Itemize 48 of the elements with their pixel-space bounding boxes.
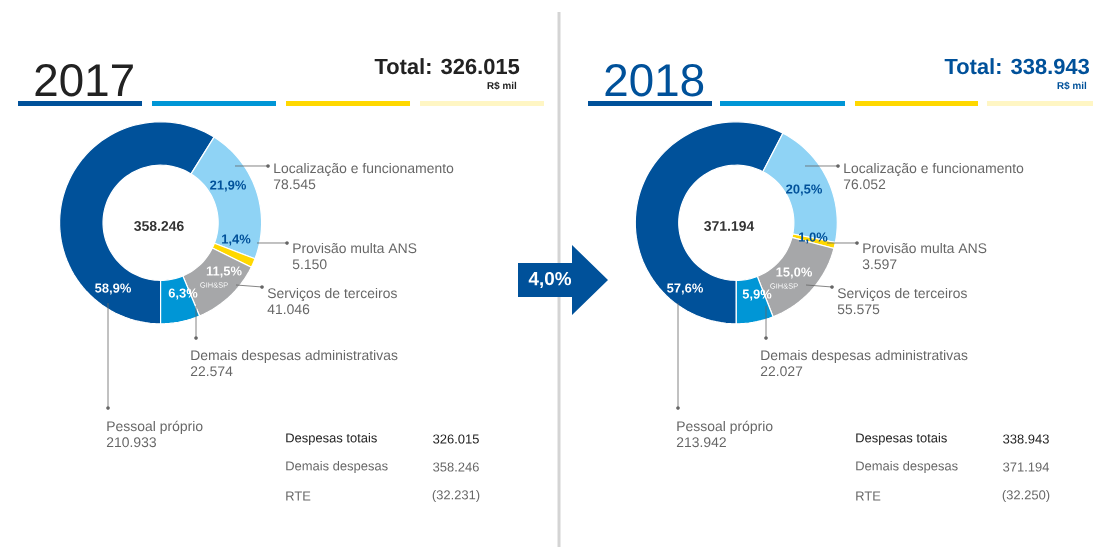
text: 358.246	[134, 221, 184, 231]
text: (32.231)	[432, 489, 480, 503]
text: (32.250)	[1002, 489, 1050, 503]
text: Demais despesas	[856, 460, 958, 474]
data-label: 5.150	[292, 259, 327, 270]
slice-label: Localização e funcionamento	[844, 162, 1024, 176]
text: 338.943	[1003, 434, 1049, 444]
data-label: 3.597	[862, 259, 897, 270]
text: 371.194	[1003, 462, 1050, 472]
data-label: 210.933	[106, 437, 156, 448]
data-label: 78.545	[273, 179, 316, 190]
data-label: 55.575	[837, 304, 880, 315]
slice-label: Demais despesas administrativas	[761, 349, 968, 363]
slice-label: Provisão multa ANS	[293, 242, 417, 254]
data-label: 41.046	[267, 304, 310, 315]
slice-label: Serviços de terceiros	[837, 287, 967, 301]
slice-label: Provisão multa ANS	[863, 242, 987, 254]
text: 15,0%	[776, 267, 813, 279]
slice-label: Pessoal próprio	[677, 420, 773, 434]
text: 20,5%	[786, 184, 823, 196]
text: RTE	[286, 491, 311, 501]
chart-title: 2017	[35, 63, 133, 97]
text: 326.015	[433, 434, 479, 444]
data-label: 213.942	[676, 437, 726, 448]
chart-subtitle: Total: 326.015	[374, 58, 520, 75]
text: 57,6%	[667, 283, 704, 295]
data-label: 76.052	[843, 179, 886, 190]
text: 11,5%	[206, 266, 242, 278]
slice-label: Localização e funcionamento	[274, 162, 454, 176]
text: R$ mil	[487, 81, 517, 90]
text: 358.246	[433, 462, 479, 472]
data-label: 22.027	[760, 366, 803, 377]
text: Despesas totais	[286, 432, 377, 446]
slice-label: Demais despesas administrativas	[191, 349, 398, 363]
chart-title: 2018	[605, 63, 704, 97]
text: Demais despesas	[286, 460, 388, 474]
text: 1,4%	[222, 234, 251, 246]
text: 371.194	[704, 221, 755, 231]
text: 58,9%	[95, 283, 132, 295]
chart-subtitle: Total: 338.943	[944, 58, 1090, 75]
text: 21,9%	[210, 180, 247, 192]
text: 4,0%	[528, 271, 572, 289]
slice-label: Serviços de terceiros	[267, 287, 397, 301]
slice-label: Pessoal próprio	[107, 420, 203, 434]
text: RTE	[856, 491, 881, 501]
data-label: 22.574	[190, 366, 233, 377]
text: R$ mil	[1057, 81, 1087, 90]
text: Despesas totais	[856, 432, 947, 446]
